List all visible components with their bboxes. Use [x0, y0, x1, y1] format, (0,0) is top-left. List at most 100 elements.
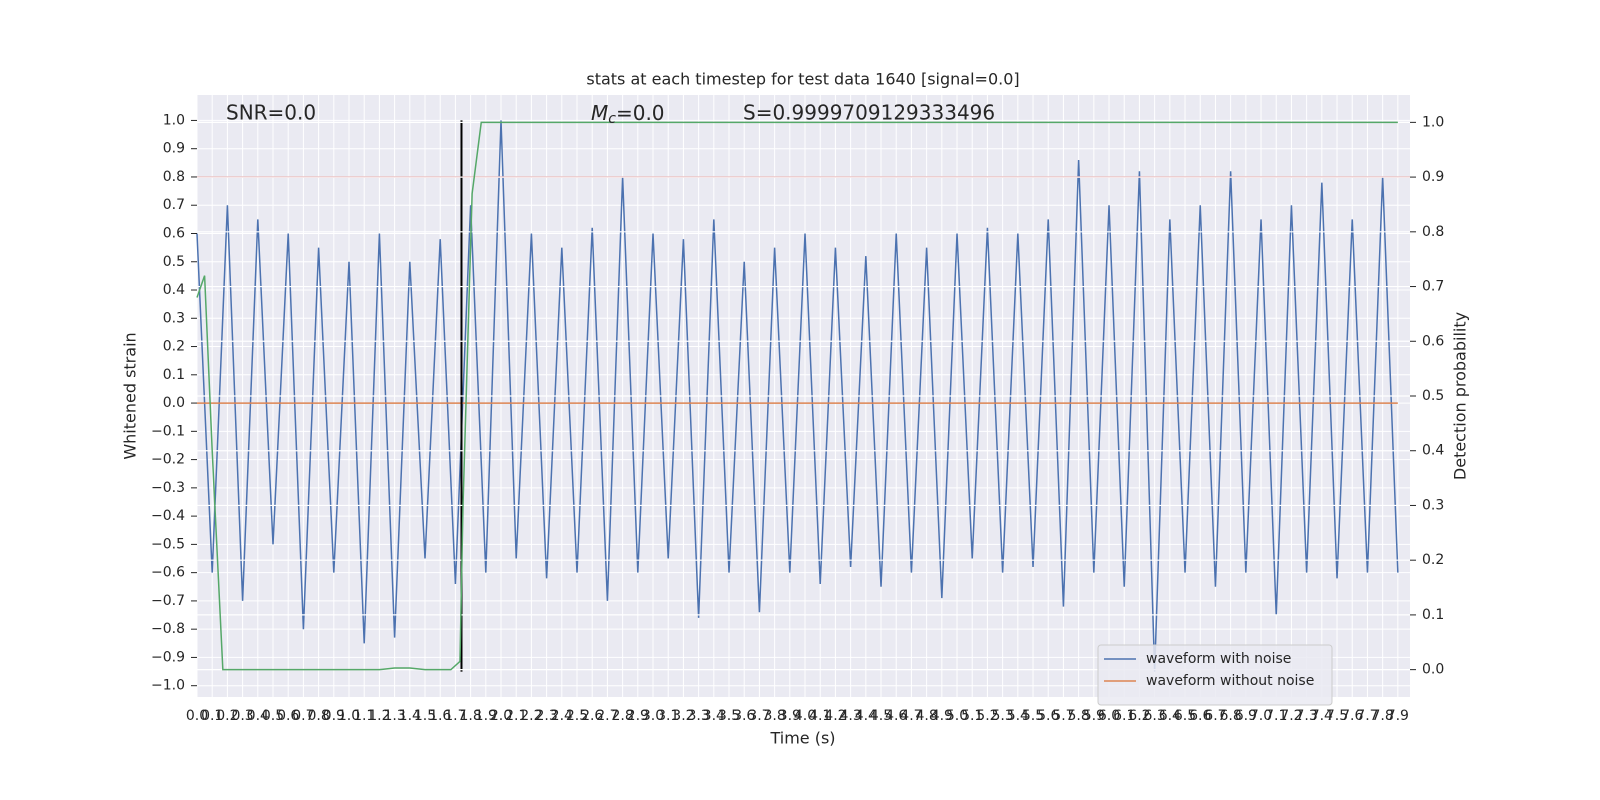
x-tick-label: 3.6: [733, 708, 755, 724]
x-tick-label: 5.8: [1067, 708, 1089, 724]
x-tick-label: 4.9: [931, 708, 953, 724]
x-tick-label: 2.4: [551, 708, 573, 724]
y-tick-label: 1.0: [163, 112, 185, 128]
x-tick-label: 1.7: [444, 708, 466, 724]
x-tick-label: 7.7: [1356, 708, 1378, 724]
x-tick-label: 6.9: [1235, 708, 1257, 724]
x-tick-label: 7.6: [1341, 708, 1363, 724]
x-tick-label: 4.7: [900, 708, 922, 724]
x-tick-label: 6.7: [1204, 708, 1226, 724]
x-tick-label: 2.8: [611, 708, 633, 724]
x-tick-label: 7.5: [1326, 708, 1348, 724]
x-tick-label: 5.1: [961, 708, 983, 724]
x-tick-label: 3.5: [718, 708, 740, 724]
x-tick-label: 6.5: [1174, 708, 1196, 724]
overlay-layer: 0.00.10.20.30.40.50.60.70.80.91.01.11.21…: [151, 112, 1444, 724]
x-tick-label: 3.8: [763, 708, 785, 724]
x-tick-label: 3.4: [703, 708, 725, 724]
x-tick-label: 4.1: [809, 708, 831, 724]
x-tick-label: 3.9: [779, 708, 801, 724]
y-tick-label: 0.0: [163, 395, 185, 411]
mc-sub: c: [608, 111, 616, 127]
x-tick-label: 7.3: [1296, 708, 1318, 724]
x-tick-label: 2.5: [566, 708, 588, 724]
legend-label: waveform with noise: [1146, 651, 1291, 667]
x-tick-label: 5.4: [1007, 708, 1029, 724]
x-tick-label: 4.8: [915, 708, 937, 724]
y-tick-label: 0.9: [163, 141, 185, 157]
x-tick-label: 3.0: [642, 708, 664, 724]
y2-tick-label: 1.0: [1422, 114, 1444, 130]
y2-tick-label: 0.1: [1422, 607, 1444, 623]
x-tick-label: 2.1: [505, 708, 527, 724]
y2-tick-label: 0.3: [1422, 497, 1444, 513]
x-tick-label: 7.9: [1387, 708, 1409, 724]
x-tick-label: 2.2: [520, 708, 542, 724]
y-tick-label: −0.9: [151, 649, 185, 665]
x-tick-label: 0.5: [262, 708, 284, 724]
x-tick-label: 4.3: [839, 708, 861, 724]
x-tick-label: 0.3: [231, 708, 253, 724]
y2-tick-label: 0.6: [1422, 333, 1444, 349]
y-axis-label: Whitened strain: [121, 332, 140, 459]
x-tick-label: 5.2: [976, 708, 998, 724]
y-tick-label: 0.2: [163, 339, 185, 355]
x-tick-label: 4.2: [824, 708, 846, 724]
y-tick-label: −0.7: [151, 593, 185, 609]
x-tick-label: 2.7: [596, 708, 618, 724]
x-tick-label: 1.5: [414, 708, 436, 724]
x-tick-label: 3.1: [657, 708, 679, 724]
legend-label: waveform without noise: [1146, 673, 1314, 689]
y-tick-label: 0.5: [163, 254, 185, 270]
x-axis-label: Time (s): [769, 729, 835, 748]
x-tick-label: 6.6: [1189, 708, 1211, 724]
x-tick-label: 7.0: [1250, 708, 1272, 724]
y2-tick-label: 0.7: [1422, 279, 1444, 295]
y-tick-label: −0.1: [151, 423, 185, 439]
x-tick-label: 5.9: [1083, 708, 1105, 724]
x-tick-label: 5.5: [1022, 708, 1044, 724]
y-tick-label: −0.4: [151, 508, 185, 524]
x-tick-label: 0.8: [307, 708, 329, 724]
x-tick-label: 6.3: [1143, 708, 1165, 724]
x-tick-label: 4.6: [885, 708, 907, 724]
x-tick-label: 1.3: [383, 708, 405, 724]
x-tick-label: 6.1: [1113, 708, 1135, 724]
x-tick-label: 3.7: [748, 708, 770, 724]
x-tick-label: 0.2: [216, 708, 238, 724]
y2-tick-label: 0.2: [1422, 552, 1444, 568]
chart-title: stats at each timestep for test data 164…: [586, 70, 1019, 89]
x-tick-label: 7.1: [1265, 708, 1287, 724]
x-tick-label: 2.6: [581, 708, 603, 724]
x-tick-label: 0.1: [201, 708, 223, 724]
x-tick-label: 3.3: [687, 708, 709, 724]
series-line: [196, 121, 1398, 671]
x-tick-label: 0.0: [186, 708, 208, 724]
legend-box: [1097, 644, 1333, 706]
x-tick-label: 6.4: [1159, 708, 1181, 724]
x-tick-label: 1.0: [338, 708, 360, 724]
y-tick-label: −0.6: [151, 565, 185, 581]
y2-tick-label: 0.8: [1422, 224, 1444, 240]
x-tick-label: 7.8: [1372, 708, 1394, 724]
x-tick-label: 4.4: [855, 708, 877, 724]
y2-tick-label: 0.0: [1422, 662, 1444, 678]
x-tick-label: 0.9: [323, 708, 345, 724]
x-tick-label: 1.6: [429, 708, 451, 724]
y-tick-label: 0.3: [163, 310, 185, 326]
x-tick-label: 1.2: [368, 708, 390, 724]
x-tick-label: 5.3: [991, 708, 1013, 724]
x-tick-label: 1.9: [475, 708, 497, 724]
x-tick-label: 3.2: [672, 708, 694, 724]
y-tick-label: −0.5: [151, 536, 185, 552]
y-tick-label: 0.7: [163, 197, 185, 213]
mc-annotation: Mc=0.0: [591, 101, 665, 128]
x-tick-label: 0.7: [292, 708, 314, 724]
y-tick-label: 0.4: [163, 282, 185, 298]
mc-base: M: [591, 101, 608, 125]
y2-tick-label: 0.5: [1422, 388, 1444, 404]
x-tick-label: 1.4: [399, 708, 421, 724]
y-tick-label: −0.3: [151, 480, 185, 496]
x-tick-label: 1.8: [459, 708, 481, 724]
